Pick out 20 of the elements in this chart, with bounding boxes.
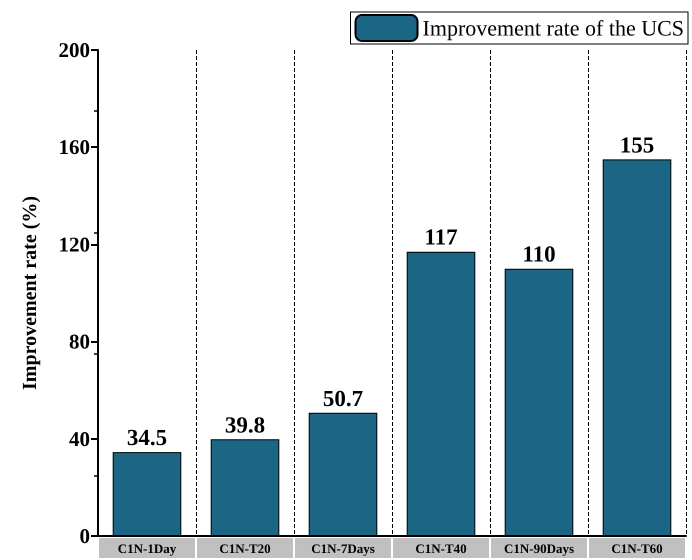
y-tick-label: 0 xyxy=(80,524,90,548)
legend-label: Improvement rate of the UCS xyxy=(422,16,684,40)
y-tick-label: 120 xyxy=(58,232,90,256)
data-label: 39.8 xyxy=(224,412,266,438)
x-tick-label: C1N-7Days xyxy=(311,541,375,556)
data-label: 50.7 xyxy=(322,386,364,411)
y-tick-label: 160 xyxy=(58,135,90,160)
y-tick-label: 200 xyxy=(58,38,90,62)
x-tick-label: C1N-1Day xyxy=(118,541,177,556)
data-label: 110 xyxy=(522,242,556,267)
y-axis-title: Improvement rate (%) xyxy=(19,196,41,390)
data-label: 34.5 xyxy=(126,425,168,450)
y-tick-label: 80 xyxy=(69,330,90,354)
data-label: 155 xyxy=(620,132,654,158)
x-tick-label: C1N-T20 xyxy=(219,541,271,556)
data-label: 117 xyxy=(424,224,458,250)
y-tick-label: 40 xyxy=(69,426,90,451)
x-tick-label: C1N-T60 xyxy=(611,541,663,556)
x-tick-label: C1N-T40 xyxy=(415,541,467,556)
x-tick-label: C1N-90Days xyxy=(504,541,574,556)
